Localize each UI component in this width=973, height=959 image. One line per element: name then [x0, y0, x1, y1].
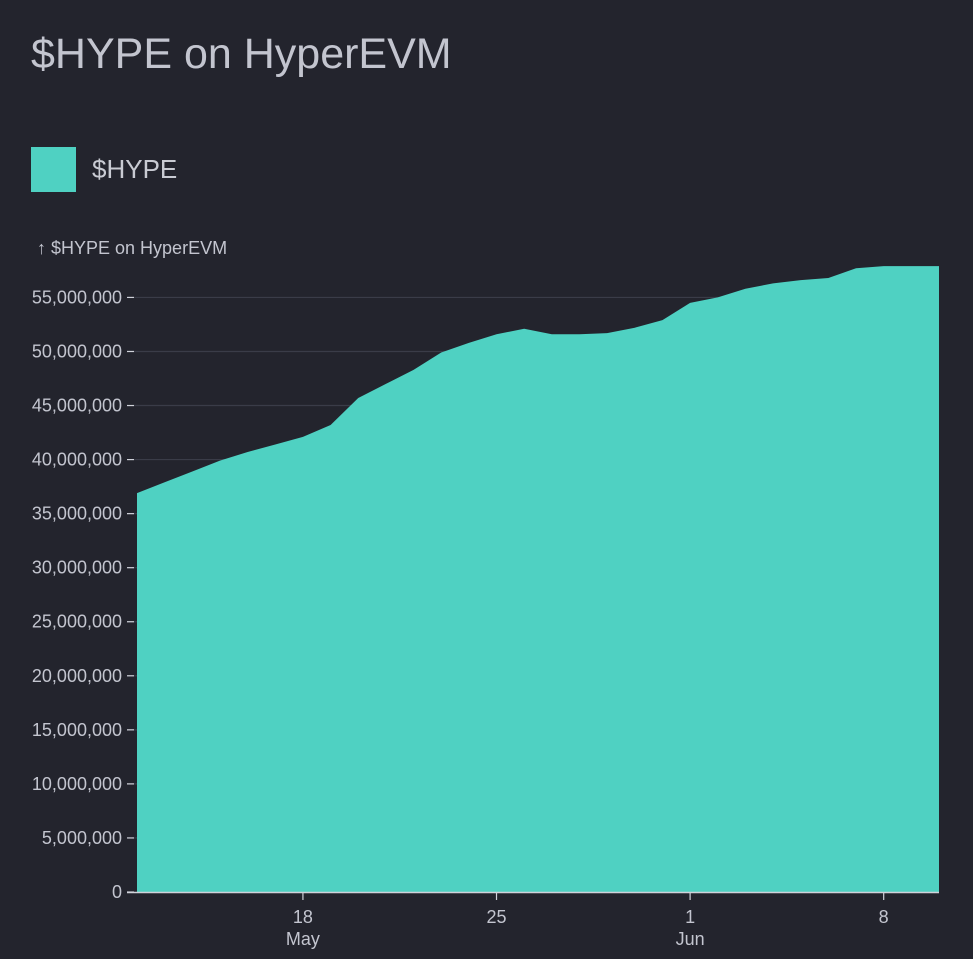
legend-swatch [31, 147, 76, 192]
chart-title: $HYPE on HyperEVM [31, 30, 452, 78]
x-tick-month-label: Jun [676, 929, 705, 949]
y-tick-label: 5,000,000 [42, 828, 122, 848]
y-tick-label: 20,000,000 [32, 666, 122, 686]
y-tick-label: 10,000,000 [32, 774, 122, 794]
x-tick-label: 25 [487, 907, 507, 927]
y-axis-label: ↑ $HYPE on HyperEVM [37, 238, 227, 258]
y-tick-label: 45,000,000 [32, 396, 122, 416]
y-tick-label: 40,000,000 [32, 450, 122, 470]
y-tick-label: 50,000,000 [32, 341, 122, 361]
y-tick-label: 35,000,000 [32, 504, 122, 524]
x-tick-label: 8 [879, 907, 889, 927]
area-series-hype [137, 266, 939, 893]
x-tick-month-label: May [286, 929, 320, 949]
y-tick-label: 30,000,000 [32, 558, 122, 578]
legend: $HYPE [31, 147, 177, 192]
x-tick-label: 18 [293, 907, 313, 927]
legend-label: $HYPE [92, 154, 178, 184]
y-tick-label: 55,000,000 [32, 287, 122, 307]
y-tick-label: 0 [112, 882, 122, 902]
y-tick-label: 15,000,000 [32, 720, 122, 740]
y-tick-label: 25,000,000 [32, 612, 122, 632]
x-tick-label: 1 [685, 907, 695, 927]
